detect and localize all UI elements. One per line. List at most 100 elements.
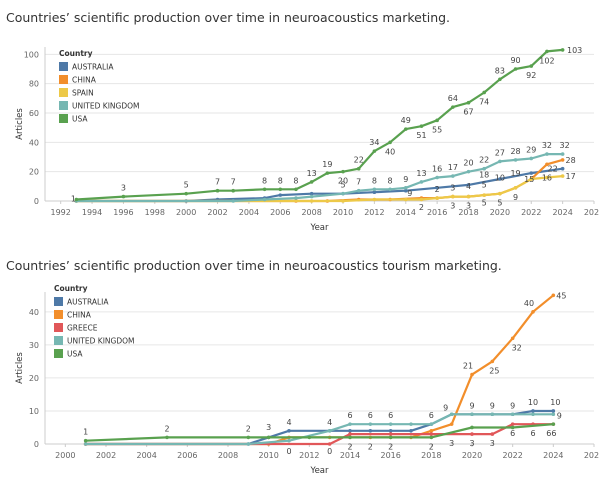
data-point-usa — [278, 187, 283, 192]
x-tick-label: 2014 — [396, 208, 416, 217]
data-point-australia — [368, 428, 373, 433]
y-tick-label: 20 — [29, 168, 39, 177]
data-point-united-kingdom — [510, 412, 515, 417]
data-label: 3 — [450, 202, 455, 211]
data-label: 6 — [530, 429, 535, 438]
data-label: 4 — [286, 418, 291, 427]
data-point-australia — [309, 191, 314, 196]
legend-label: CHINA — [67, 311, 92, 320]
data-point-usa — [356, 166, 361, 171]
legend-label: USA — [67, 350, 83, 359]
data-label: 34 — [369, 138, 379, 147]
x-tick-label: 2006 — [177, 451, 197, 460]
data-point-united-kingdom — [356, 188, 361, 193]
data-label: 9 — [490, 401, 495, 410]
data-point-china — [560, 158, 565, 162]
data-label: 22 — [479, 156, 489, 165]
data-label: 7 — [231, 178, 236, 187]
data-label: 5 — [482, 181, 487, 190]
data-point-china — [531, 310, 535, 314]
data-point-united-kingdom — [482, 166, 487, 171]
data-point-united-kingdom — [498, 159, 502, 164]
data-point-china — [545, 162, 549, 167]
y-tick-label: 20 — [29, 374, 39, 383]
data-label: 28 — [566, 156, 576, 165]
x-tick-label: 2004 — [136, 451, 156, 460]
data-label: 3 — [490, 439, 495, 448]
data-label: 10 — [495, 173, 505, 182]
y-tick-label: 0 — [34, 440, 39, 449]
data-point-usa — [529, 64, 534, 68]
y-tick-label: 10 — [29, 407, 39, 416]
data-label: 0 — [327, 447, 332, 456]
x-tick-label: 2018 — [458, 208, 478, 217]
x-tick-label: 2004 — [239, 208, 259, 217]
legend-label: UNITED KINGDOM — [67, 337, 135, 346]
x-tick-label: 2026 — [584, 208, 599, 217]
data-point-australia — [466, 183, 471, 187]
data-point-usa — [545, 49, 549, 54]
legend-swatch — [59, 88, 68, 97]
data-label: 9 — [443, 403, 448, 412]
x-tick-label: 2012 — [299, 451, 319, 460]
data-label: 1 — [83, 428, 88, 437]
data-point-united-kingdom — [529, 156, 534, 161]
data-point-china — [470, 372, 474, 377]
legend-label: GREECE — [67, 324, 98, 333]
data-point-usa — [246, 435, 251, 440]
data-point-usa — [560, 48, 565, 52]
data-label: 32 — [512, 343, 522, 352]
data-point-usa — [83, 438, 88, 443]
x-tick-label: 2008 — [301, 208, 321, 217]
data-label: 45 — [556, 291, 566, 300]
data-label: 17 — [448, 163, 458, 172]
data-point-usa — [184, 191, 188, 196]
legend-title: Country — [54, 284, 88, 293]
x-tick-label: 1994 — [82, 208, 102, 217]
data-point-usa — [466, 100, 471, 105]
data-point-usa — [372, 149, 377, 153]
x-tick-label: 2002 — [96, 451, 116, 460]
legend-label: USA — [72, 115, 88, 124]
data-point-usa — [482, 90, 487, 95]
data-point-spain — [309, 199, 314, 203]
data-label: 8 — [262, 176, 267, 185]
data-point-australia — [551, 409, 556, 413]
data-point-spain — [341, 199, 345, 203]
data-label: 22 — [548, 165, 558, 174]
y-axis-title: Articles — [15, 352, 25, 384]
x-tick-label: 1996 — [113, 208, 133, 217]
x-tick-label: 2000 — [176, 208, 196, 217]
data-point-united-kingdom — [409, 422, 413, 426]
data-point-spain — [372, 197, 377, 202]
data-label: 3 — [121, 184, 126, 193]
data-label: 1 — [71, 195, 76, 204]
data-point-united-kingdom — [545, 152, 549, 156]
data-label: 7 — [215, 178, 220, 187]
y-tick-label: 0 — [34, 197, 39, 206]
data-point-united-kingdom — [262, 197, 267, 202]
data-label: 8 — [372, 176, 377, 185]
data-point-united-kingdom — [309, 194, 314, 199]
data-point-australia — [529, 171, 534, 175]
chart1-title: Countries’ scientific production over ti… — [6, 10, 451, 25]
data-label: 64 — [448, 94, 458, 103]
data-label: 67 — [463, 108, 473, 117]
x-axis-title: Year — [310, 466, 330, 476]
data-label: 51 — [416, 131, 426, 140]
x-tick-label: 2002 — [207, 208, 227, 217]
legend-swatch — [54, 323, 63, 332]
data-point-united-kingdom — [513, 158, 518, 162]
data-label: 9 — [510, 401, 515, 410]
data-point-greece — [510, 422, 515, 426]
data-label: 8 — [278, 176, 283, 185]
data-point-china — [429, 428, 434, 433]
data-point-united-kingdom — [435, 175, 439, 180]
data-label: 2 — [435, 185, 440, 194]
x-tick-label: 2020 — [490, 208, 510, 217]
data-point-greece — [490, 432, 495, 436]
data-label: 5 — [497, 199, 502, 208]
x-tick-label: 2020 — [462, 451, 482, 460]
data-point-united-kingdom — [83, 442, 88, 446]
